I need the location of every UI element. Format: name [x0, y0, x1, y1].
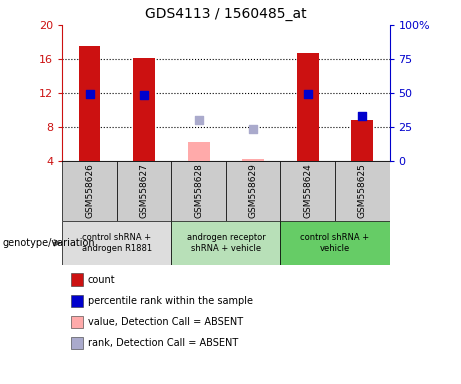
Text: GSM558624: GSM558624	[303, 164, 312, 218]
Bar	[280, 221, 390, 265]
Bar	[133, 58, 155, 161]
Text: percentile rank within the sample: percentile rank within the sample	[88, 296, 253, 306]
Point	[359, 113, 366, 119]
Bar	[351, 121, 373, 161]
Text: GSM558628: GSM558628	[194, 164, 203, 218]
Text: GSM558629: GSM558629	[248, 164, 258, 218]
Text: value, Detection Call = ABSENT: value, Detection Call = ABSENT	[88, 317, 242, 327]
Bar	[78, 46, 100, 161]
Text: GSM558627: GSM558627	[140, 164, 148, 218]
Bar	[117, 161, 171, 221]
Text: genotype/variation: genotype/variation	[2, 238, 95, 248]
Point	[249, 126, 257, 132]
Text: androgen receptor
shRNA + vehicle: androgen receptor shRNA + vehicle	[187, 233, 265, 253]
Text: control shRNA +
androgen R1881: control shRNA + androgen R1881	[82, 233, 152, 253]
Bar	[171, 221, 280, 265]
Bar	[335, 161, 390, 221]
Bar	[280, 161, 335, 221]
Bar	[242, 159, 264, 161]
Point	[195, 118, 202, 124]
Text: control shRNA +
vehicle: control shRNA + vehicle	[301, 233, 370, 253]
Point	[86, 91, 93, 97]
Text: GSM558626: GSM558626	[85, 164, 94, 218]
Bar	[297, 53, 319, 161]
Text: count: count	[88, 275, 115, 285]
Bar	[62, 221, 171, 265]
Bar	[171, 161, 226, 221]
Bar	[62, 161, 117, 221]
Bar	[226, 161, 280, 221]
Text: rank, Detection Call = ABSENT: rank, Detection Call = ABSENT	[88, 338, 238, 348]
Text: GSM558625: GSM558625	[358, 164, 367, 218]
Point	[304, 91, 311, 97]
Title: GDS4113 / 1560485_at: GDS4113 / 1560485_at	[145, 7, 307, 21]
Point	[140, 92, 148, 98]
Bar	[188, 142, 209, 161]
